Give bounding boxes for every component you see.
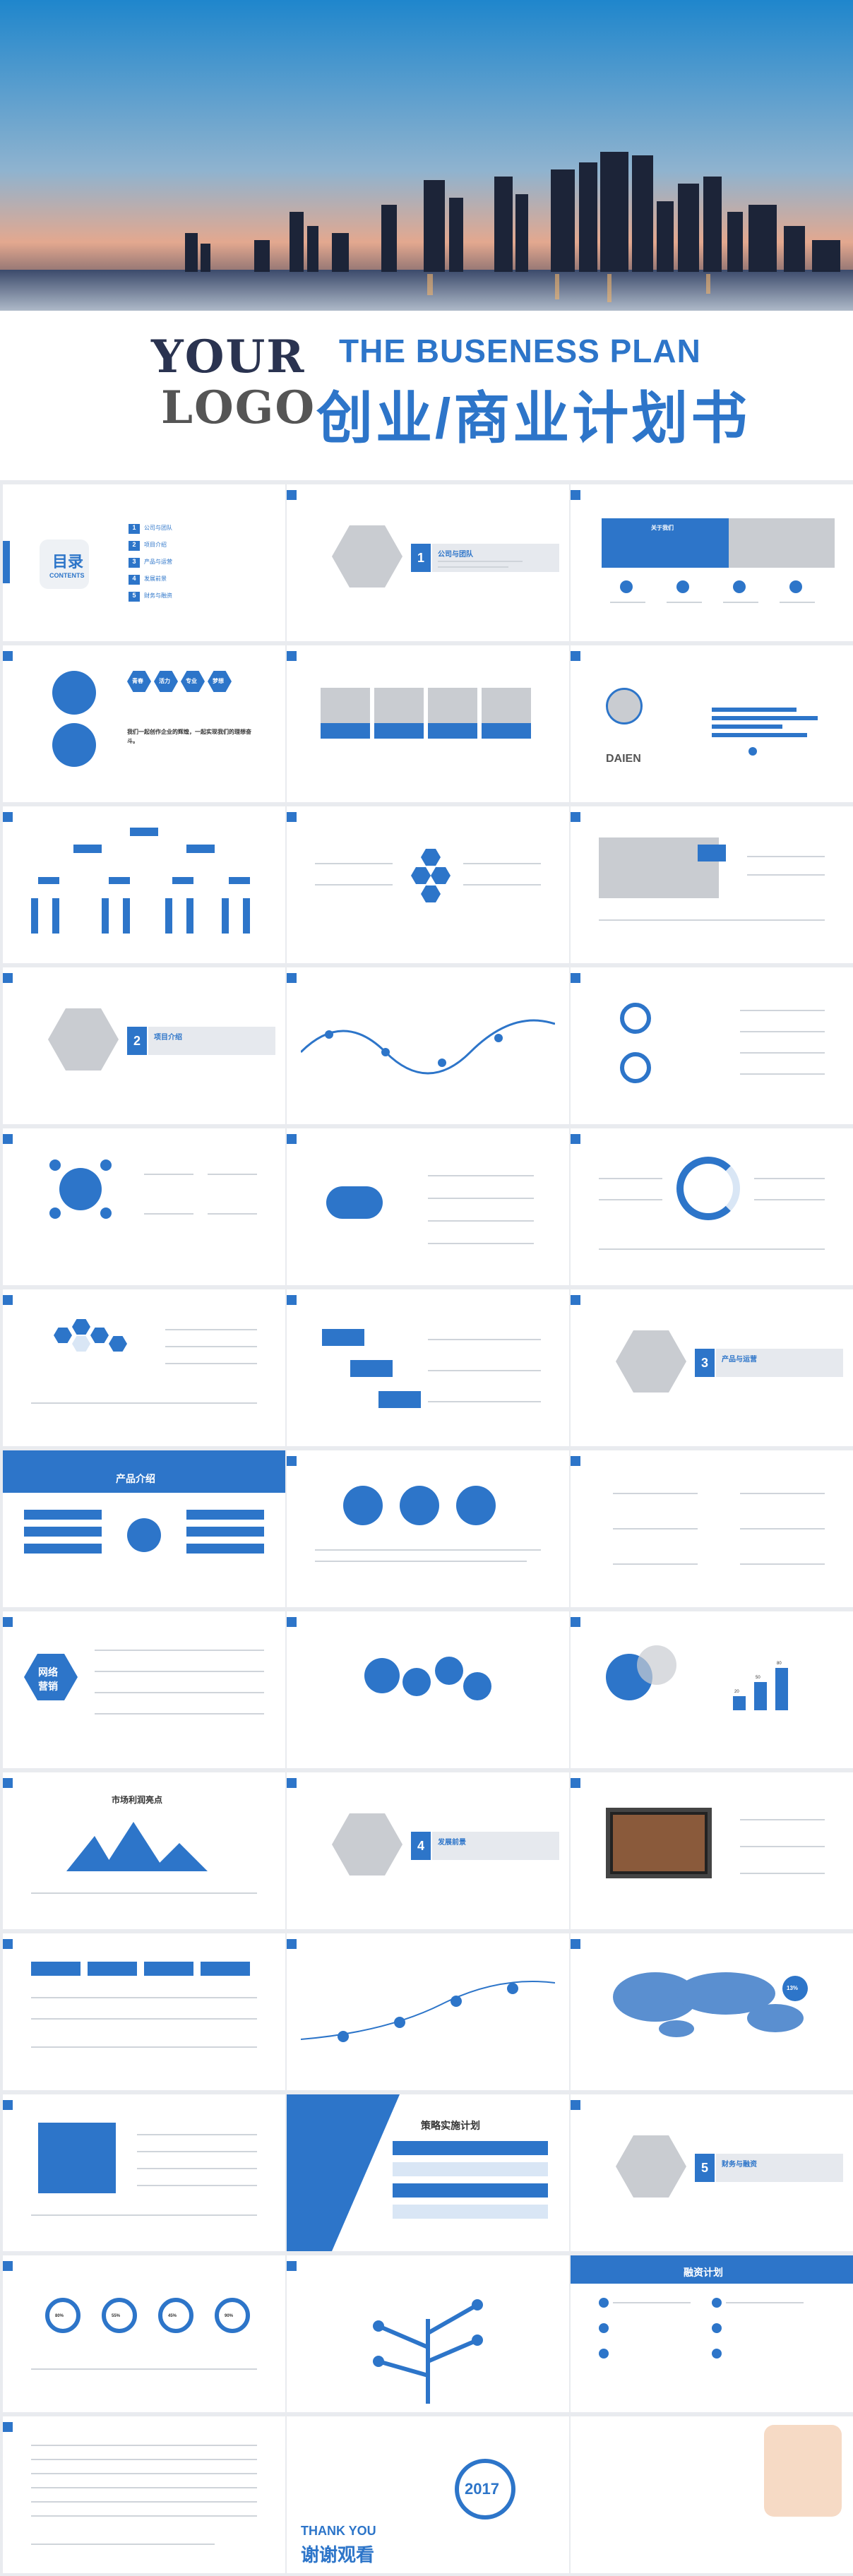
slide-section-1: 1 公司与团队 <box>287 484 569 641</box>
logo-line-1: YOUR <box>151 330 306 383</box>
slide-thank-you: 2017 THANK YOU 谢谢观看 <box>287 2416 569 2573</box>
slide-strategy-plan: 策略实施计划 <box>287 2094 569 2251</box>
mountain-peaks-chart <box>66 1822 208 1871</box>
slide-marketing-plan <box>3 1933 285 2090</box>
keyword-2: 活力 <box>159 678 170 684</box>
toc-item-3[interactable]: 产品与运营 <box>144 559 172 565</box>
toc-item-2[interactable]: 项目介绍 <box>144 542 167 548</box>
section-hexagon <box>332 525 402 588</box>
cost-percent-3: 45% <box>168 2314 177 2318</box>
section-5-label: 财务与融资 <box>722 2161 757 2169</box>
english-title: THE BUSENESS PLAN <box>339 333 701 369</box>
profile-name: DAIEN <box>606 753 641 765</box>
section-3-label: 产品与运营 <box>722 1356 757 1364</box>
slide-company-intro: 青春 活力 专业 梦想 我们一起创作企业的辉煌，一起实现我们的理想奋斗。 <box>3 645 285 802</box>
slide-team-photos <box>287 645 569 802</box>
market-title: 市场利润亮点 <box>112 1795 163 1805</box>
bar-value-20: 20 <box>734 1690 739 1694</box>
slide-company-culture <box>571 806 853 963</box>
slogan-text: 我们一起创作企业的辉煌，一起实现我们的理想奋斗。 <box>127 729 251 744</box>
tree-diagram <box>373 2299 483 2404</box>
logo-line-2: LOGO <box>161 381 316 434</box>
slide-funding-channels <box>287 2255 569 2412</box>
year-label: 2017 <box>465 2480 499 2498</box>
slide-product-promotion <box>571 1772 853 1929</box>
bar-value-50: 50 <box>756 1676 760 1680</box>
hero-city-photo <box>0 0 853 311</box>
slide-five-year-plan <box>287 1933 569 2090</box>
keyword-3: 专业 <box>186 678 197 684</box>
slide-product-intro: 产品介绍 <box>3 1450 285 1607</box>
financing-title: 融资计划 <box>684 2267 723 2278</box>
toc-item-5[interactable]: 财务与融资 <box>144 592 172 599</box>
slide-market-profit: 市场利润亮点 <box>3 1772 285 1929</box>
keyword-1: 青春 <box>132 678 143 684</box>
slide-global-market: 13% <box>571 1933 853 2090</box>
slide-development-plan <box>3 2094 285 2251</box>
slide-cost-forecast: 80% 55% 45% 90% <box>3 2255 285 2412</box>
about-title: 关于我们 <box>651 525 674 531</box>
slide-section-4: 4 发展前景 <box>287 1772 569 1929</box>
toc-item-4[interactable]: 发展前景 <box>144 576 167 582</box>
city-skyline-image <box>0 0 853 311</box>
slide-core-member: DAIEN <box>571 645 853 802</box>
slide-financial-summary <box>3 2416 285 2573</box>
slide-toc: 目录 CONTENTS 1 公司与团队 2 项目介绍 3 产品与运营 4 发展前… <box>3 484 285 641</box>
slide-problem-solving <box>3 1128 285 1285</box>
slide-section-2: 2 项目介绍 <box>3 967 285 1124</box>
slide-section-5: 5 财务与融资 <box>571 2094 853 2251</box>
network-label-2: 营销 <box>38 1681 58 1692</box>
thank-you-english: THANK YOU <box>301 2524 376 2538</box>
section-2-label: 项目介绍 <box>154 1034 182 1042</box>
thank-you-chinese: 谢谢观看 <box>301 2544 375 2565</box>
section-4-label: 发展前景 <box>438 1839 466 1847</box>
slide-product-services <box>571 1450 853 1607</box>
slide-product-features <box>287 1450 569 1607</box>
strategy-title: 策略实施计划 <box>421 2120 480 2131</box>
cover-title-band <box>0 311 853 480</box>
slide-execution <box>287 1611 569 1768</box>
slide-milestones <box>287 806 569 963</box>
chinese-title: 创业/商业计划书 <box>316 387 751 450</box>
toc-item-1[interactable]: 公司与团队 <box>144 525 172 531</box>
network-label-1: 网络 <box>38 1666 58 1678</box>
section-1-label: 公司与团队 <box>438 551 473 559</box>
growth-curve <box>301 1981 555 2042</box>
slide-section-3: 3 产品与运营 <box>571 1289 853 1446</box>
slide-research <box>571 967 853 1124</box>
watermark-logo <box>764 2425 842 2517</box>
slide-blank-end <box>571 2416 853 2573</box>
market-share-percent: 13% <box>787 1985 799 1991</box>
toc-subtitle: CONTENTS <box>49 572 85 579</box>
slide-org-chart <box>3 806 285 963</box>
world-map-image <box>613 1972 804 2037</box>
toc-accent-bar <box>3 541 10 583</box>
keyword-4: 梦想 <box>213 678 224 684</box>
slide-competitor-analysis <box>571 1128 853 1285</box>
slide-our-advantage <box>3 1289 285 1446</box>
slide-project-planning <box>287 1289 569 1446</box>
slide-project-background <box>287 967 569 1124</box>
product-intro-title: 产品介绍 <box>116 1473 155 1484</box>
bar-value-80: 80 <box>777 1662 782 1666</box>
slide-market-analysis: 20 50 80 <box>571 1611 853 1768</box>
cost-percent-2: 55% <box>112 2314 121 2318</box>
slide-network-marketing: 网络 营销 <box>3 1611 285 1768</box>
cost-percent-1: 80% <box>55 2314 64 2318</box>
slide-financing-plan: 融资计划 <box>571 2255 853 2412</box>
cost-percent-4: 90% <box>225 2314 234 2318</box>
toc-title: 目录 <box>52 553 84 571</box>
wave-timeline <box>301 1019 555 1075</box>
slide-industry-analysis <box>287 1128 569 1285</box>
slide-about-us: 关于我们 <box>571 484 853 641</box>
